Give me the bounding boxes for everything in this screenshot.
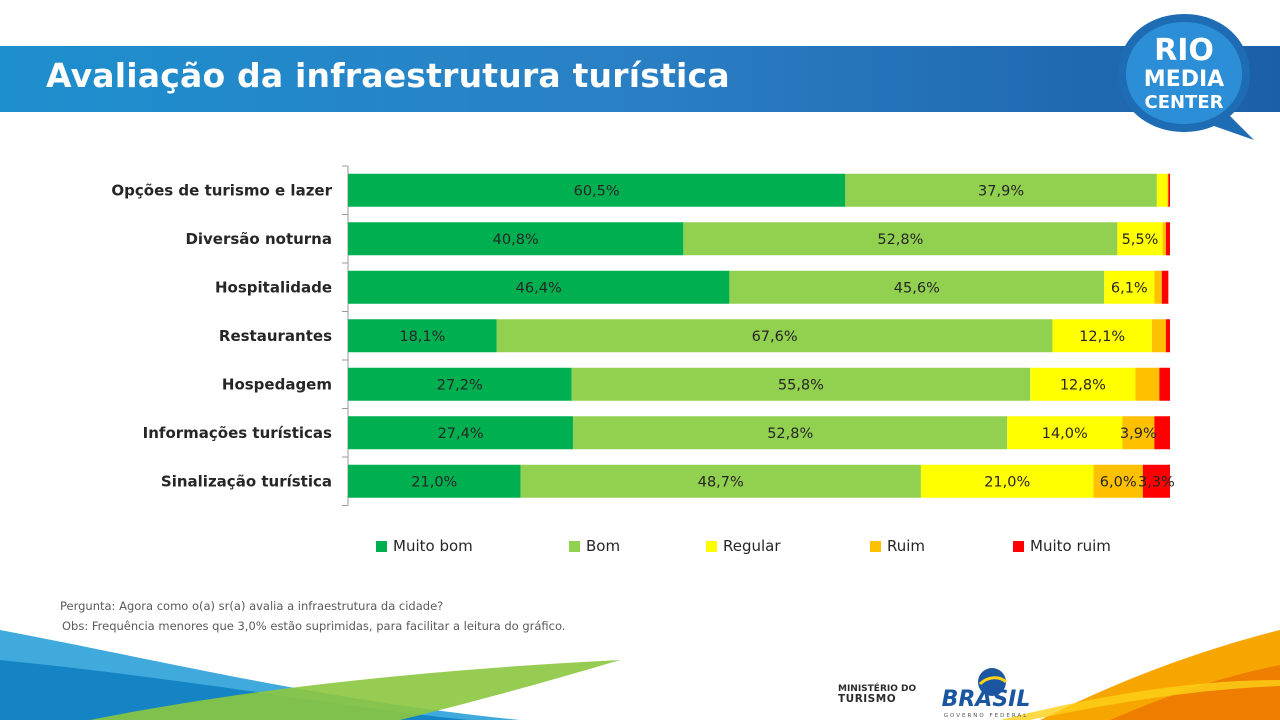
bar-segment xyxy=(1093,464,1143,498)
bar-segment xyxy=(1007,416,1123,450)
bar-segment xyxy=(1142,464,1170,498)
category-label: Opções de turismo e lazer xyxy=(111,181,332,199)
data-label: 21,0% xyxy=(411,474,457,490)
brasil-logo: BRASIL GOVERNO FEDERAL xyxy=(942,668,1031,719)
bar-segment xyxy=(1154,270,1162,304)
data-label: 46,4% xyxy=(516,280,562,296)
data-label: 3,3% xyxy=(1138,474,1175,490)
rio-media-center-logo: RIO MEDIA CENTER xyxy=(1118,14,1254,140)
bar-segment xyxy=(683,222,1118,256)
bar-segment xyxy=(1165,319,1170,353)
bar-segment xyxy=(1154,416,1170,450)
data-label: 6,0% xyxy=(1100,474,1137,490)
legend-swatch xyxy=(569,541,580,552)
data-label: 12,1% xyxy=(1079,329,1125,345)
category-label: Sinalização turística xyxy=(161,472,332,490)
bar-segment xyxy=(348,319,497,353)
bar-segment xyxy=(1165,222,1170,256)
bar-segment xyxy=(1117,222,1163,256)
bar-segment xyxy=(845,173,1157,207)
obs-note: Obs: Frequência menores que 3,0% estão s… xyxy=(62,619,566,633)
ministry-line1: MINISTÉRIO DO xyxy=(838,684,917,694)
data-label: 5,5% xyxy=(1122,232,1159,248)
bar-segment xyxy=(1135,367,1160,401)
legend-swatch xyxy=(706,541,717,552)
brasil-text: BRASIL xyxy=(942,687,1031,712)
bar-segment xyxy=(348,270,730,304)
bar-segment xyxy=(1030,367,1136,401)
data-label: 14,0% xyxy=(1042,426,1088,442)
data-label: 3,9% xyxy=(1120,426,1157,442)
data-label: 67,6% xyxy=(752,329,798,345)
data-label: 27,4% xyxy=(438,426,484,442)
legend-label: Regular xyxy=(723,537,781,555)
bar-segment xyxy=(1159,367,1170,401)
data-label: 45,6% xyxy=(894,280,940,296)
data-label: 48,7% xyxy=(698,474,744,490)
bar-segment xyxy=(348,464,521,498)
data-label: 37,9% xyxy=(978,183,1024,199)
legend-swatch xyxy=(1013,541,1024,552)
category-label: Hospitalidade xyxy=(215,278,332,296)
data-label: 55,8% xyxy=(778,377,824,393)
data-label: 52,8% xyxy=(877,232,923,248)
bar-segment xyxy=(573,416,1008,450)
data-label: 52,8% xyxy=(767,426,813,442)
logo-line1: RIO xyxy=(1154,33,1214,68)
bar-segment xyxy=(348,367,572,401)
bar-segment xyxy=(1151,319,1166,353)
bar-segment xyxy=(1162,222,1166,256)
ministry-line2: TURISMO xyxy=(838,693,897,705)
category-label: Informações turísticas xyxy=(143,424,332,442)
bar-segment xyxy=(1104,270,1155,304)
bar-segment xyxy=(1168,173,1170,207)
data-label: 40,8% xyxy=(493,232,539,248)
bar-segment xyxy=(520,464,921,498)
header-band xyxy=(0,46,1280,112)
question-note: Pergunta: Agora como o(a) sr(a) avalia a… xyxy=(60,599,444,613)
legend-swatch xyxy=(870,541,881,552)
category-label: Hospedagem xyxy=(222,375,332,393)
bar-segment xyxy=(496,319,1053,353)
logo-line3: CENTER xyxy=(1144,92,1223,113)
brasil-subtext: GOVERNO FEDERAL xyxy=(944,713,1029,719)
data-label: 60,5% xyxy=(574,183,620,199)
bar-segment xyxy=(729,270,1105,304)
bar-segment xyxy=(348,173,846,207)
legend-swatch xyxy=(376,541,387,552)
data-label: 18,1% xyxy=(399,329,445,345)
bar-segment xyxy=(1161,270,1169,304)
category-label: Restaurantes xyxy=(219,327,332,345)
category-label: Diversão noturna xyxy=(185,230,332,248)
bar-segment xyxy=(348,416,574,450)
chart-notes: Pergunta: Agora como o(a) sr(a) avalia a… xyxy=(60,596,565,636)
stacked-bar-chart: Opções de turismo e lazer 60,5% 37,9% Diver… xyxy=(111,165,1175,555)
ministry-logo-text: MINISTÉRIO DO TURISMO xyxy=(838,684,916,704)
bar-segment xyxy=(571,367,1031,401)
data-label: 12,8% xyxy=(1060,377,1106,393)
footer-decoration xyxy=(0,630,1280,720)
legend-label: Bom xyxy=(586,537,620,555)
legend-label: Muito ruim xyxy=(1030,537,1111,555)
data-label: 27,2% xyxy=(437,377,483,393)
bar-segment xyxy=(1167,173,1169,207)
bar-segment xyxy=(1052,319,1152,353)
bar-segment xyxy=(1156,173,1168,207)
legend-label: Muito bom xyxy=(393,537,473,555)
bar-segment xyxy=(348,222,684,256)
page-title: Avaliação da infraestrutura turística xyxy=(46,56,730,95)
bar-segment xyxy=(920,464,1094,498)
data-label: 21,0% xyxy=(984,474,1030,490)
logo-line2: MEDIA xyxy=(1144,67,1224,92)
legend-label: Ruim xyxy=(887,537,925,555)
data-label: 6,1% xyxy=(1111,280,1148,296)
bar-segment xyxy=(1122,416,1155,450)
